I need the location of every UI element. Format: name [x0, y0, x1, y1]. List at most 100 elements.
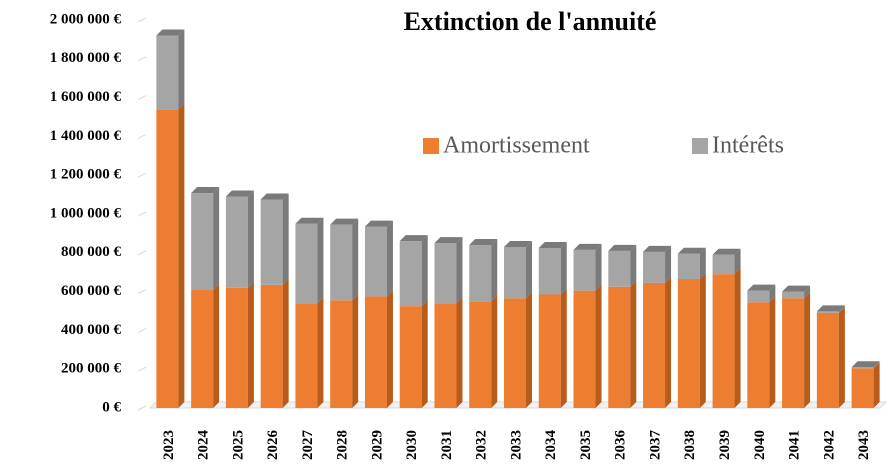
legend-label: Intérêts: [712, 133, 784, 159]
bar-top: [608, 244, 637, 251]
bar-side: [526, 292, 532, 408]
x-tick-label: 2025: [230, 430, 246, 460]
y-tick-label: 1 600 000 €: [50, 89, 122, 105]
legend-swatch: [692, 138, 708, 154]
bar-segment: [608, 280, 637, 408]
bar-front: [573, 249, 596, 291]
bar-segment: [782, 285, 811, 299]
bar-segment: [191, 187, 220, 291]
x-tick-label: 2028: [335, 430, 351, 460]
y-tick: [137, 17, 147, 23]
bar-top: [225, 190, 254, 197]
y-tick: [137, 327, 147, 333]
bar-front: [295, 303, 318, 408]
bar-side: [317, 297, 324, 408]
bar-segment: [156, 29, 185, 110]
bar-front: [399, 306, 422, 408]
bar-front: [677, 253, 700, 279]
bar-top: [295, 217, 324, 224]
bar-front: [260, 199, 283, 285]
legend-swatch: [423, 138, 439, 154]
bar-front: [608, 250, 631, 287]
bar-front: [538, 294, 561, 408]
bar-top: [330, 218, 359, 225]
bar-side: [178, 29, 185, 110]
bar-segment: [573, 284, 602, 408]
bar-segment: [712, 268, 741, 408]
bar-front: [851, 367, 874, 369]
y-tick-label: 0 €: [102, 399, 121, 415]
x-tick-label: 2027: [300, 430, 316, 461]
bar-side: [213, 284, 220, 408]
bar-front: [643, 282, 666, 408]
bar-side: [630, 244, 637, 287]
bar-segment: [816, 306, 845, 408]
bar-front: [191, 193, 214, 291]
bar-front: [816, 312, 839, 408]
x-tick-label: 2030: [404, 430, 420, 460]
legend-label: Amortissement: [443, 133, 590, 159]
bar-side: [769, 284, 776, 303]
x-tick-label: 2040: [752, 430, 768, 460]
bar-front: [434, 243, 457, 304]
bar-top: [643, 245, 672, 252]
bar-front: [851, 368, 874, 408]
bar-top: [399, 235, 428, 242]
chart-title: Extinction de l'annuité: [404, 7, 657, 36]
bar-front: [504, 246, 526, 299]
bar-side: [838, 305, 845, 313]
bar-front: [191, 290, 214, 408]
y-tick-label: 800 000 €: [61, 244, 122, 260]
bar-segment: [469, 295, 498, 408]
y-tick: [137, 95, 147, 101]
bar-segment: [260, 193, 289, 285]
bar-top: [538, 241, 567, 248]
y-tick-label: 400 000 €: [61, 322, 122, 338]
x-tick-label: 2043: [856, 430, 872, 460]
bar-side: [734, 268, 741, 408]
bar-segment: [677, 272, 706, 408]
bar-segment: [816, 305, 845, 313]
y-tick: [137, 211, 147, 217]
bar-segment: [434, 297, 463, 408]
x-tick-label: 2023: [161, 430, 177, 460]
bar-side: [873, 362, 880, 408]
bar-front: [469, 301, 492, 408]
bar-front: [434, 303, 457, 408]
bar-side: [456, 297, 463, 408]
bar-front: [782, 298, 805, 408]
bar-top: [504, 240, 532, 247]
bar-side: [247, 190, 254, 288]
bar-side: [526, 240, 532, 299]
y-tick: [137, 405, 147, 411]
bar-side: [282, 193, 289, 285]
bar-segment: [330, 294, 359, 408]
bar-segment: [399, 300, 428, 408]
bar-side: [804, 292, 811, 408]
bar-top: [469, 239, 498, 246]
bar-front: [295, 223, 318, 304]
bar-segment: [364, 290, 393, 408]
bar-side: [665, 276, 672, 408]
bar-front: [608, 286, 631, 408]
bar-side: [352, 218, 359, 301]
bar-segment: [851, 361, 880, 369]
bar-side: [491, 295, 498, 408]
bar-front: [260, 284, 283, 408]
bar-top: [364, 220, 393, 227]
y-tick-label: 1 000 000 €: [50, 205, 122, 221]
bar-side: [804, 285, 811, 299]
y-tick: [137, 250, 147, 256]
bar-front: [712, 274, 735, 408]
x-tick-label: 2032: [474, 430, 490, 460]
bar-side: [213, 187, 220, 291]
y-tick-label: 1 400 000 €: [50, 128, 122, 144]
bar-segment: [191, 284, 220, 408]
bar-side: [386, 290, 393, 408]
bar-top: [782, 285, 811, 292]
bar-top: [573, 243, 602, 250]
bar-front: [330, 300, 353, 408]
bar-segment: [782, 292, 811, 408]
bar-side: [665, 245, 672, 283]
